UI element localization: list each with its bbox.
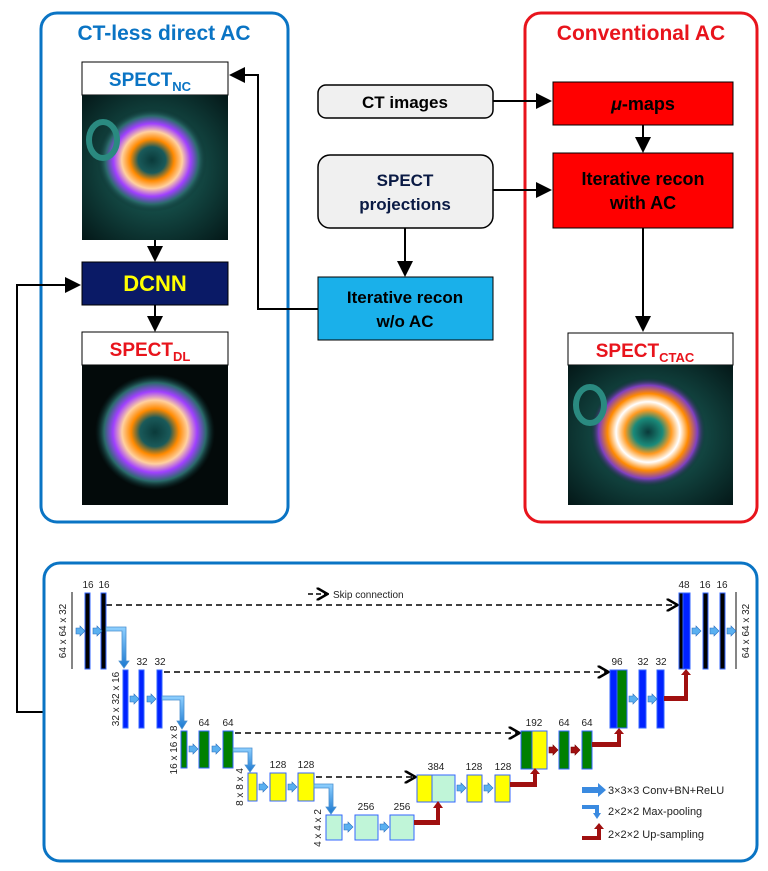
conv-arrow — [92, 625, 103, 637]
conv-arrow — [211, 743, 222, 755]
dim-level1: 64 x 64 x 32 — [58, 603, 69, 658]
ch-label: 256 — [358, 802, 375, 813]
conv-arrow — [548, 744, 559, 756]
ch-label: 16 — [98, 580, 110, 591]
ch-label: 64 — [581, 718, 593, 729]
legend-conv: 3×3×3 Conv+BN+ReLU — [608, 785, 724, 797]
maxpool-arrows — [105, 626, 337, 815]
ch-label: 384 — [428, 762, 445, 773]
ch-label: 64 — [558, 718, 570, 729]
skip-connection-legend: Skip connection — [333, 590, 404, 601]
spect-nc-image — [82, 95, 228, 240]
upsample-arrows — [414, 669, 691, 825]
conv-arrow — [726, 625, 737, 637]
middle-flow: CT images SPECT projections Iterative re… — [16, 67, 552, 713]
spect-proj-line2: projections — [359, 195, 451, 214]
recon-ac-line2: with AC — [609, 193, 676, 213]
conv-arrow — [287, 781, 298, 793]
ct-images-box: CT images — [362, 93, 448, 112]
dcnn-box: DCNN — [123, 271, 187, 296]
dim-level2: 32 x 32 x 16 — [111, 671, 122, 726]
ch-label: 16 — [82, 580, 94, 591]
conventional-panel: Conventional AC μ-maps Iterative recon w… — [523, 11, 759, 524]
conv-arrow — [129, 693, 140, 705]
conv-arrow — [647, 693, 658, 705]
ch-label: 64 — [222, 718, 234, 729]
left-panel-title: CT-less direct AC — [77, 22, 250, 45]
recon-noac-line2: w/o AC — [376, 312, 434, 331]
ch-label: 32 — [637, 657, 649, 668]
unet-panel: Skip connection 64 x 64 x 32 32 x 32 x 1… — [42, 561, 759, 863]
ch-label: 128 — [466, 762, 483, 773]
unet-legend: 3×3×3 Conv+BN+ReLU 2×2×2 Max-pooling 2×2… — [582, 783, 724, 841]
ch-label: 128 — [298, 760, 315, 771]
ch-label: 32 — [655, 657, 667, 668]
conv-arrow — [379, 821, 390, 833]
dim-output: 64 x 64 x 32 — [741, 603, 752, 658]
ch-label: 16 — [699, 580, 711, 591]
conv-arrow — [570, 744, 581, 756]
conv-legend-icon — [582, 783, 606, 797]
conv-arrows — [75, 625, 737, 833]
ch-label: 32 — [136, 657, 148, 668]
conv-arrow — [709, 625, 720, 637]
conv-arrow — [188, 743, 199, 755]
spect-dl-image — [82, 365, 228, 505]
ch-label: 32 — [154, 657, 166, 668]
conv-arrow — [75, 625, 86, 637]
recon-noac-line1: Iterative recon — [347, 288, 463, 307]
ch-label: 64 — [198, 718, 210, 729]
mu-maps-box: μ-maps — [610, 94, 675, 114]
ch-label: 256 — [394, 802, 411, 813]
spect-proj-line1: SPECT — [377, 171, 434, 190]
legend-upsample: 2×2×2 Up-sampling — [608, 829, 704, 841]
spect-dl-label: SPECTDL — [110, 340, 191, 364]
right-panel-title: Conventional AC — [557, 22, 725, 45]
dim-level5: 4 x 4 x 2 — [313, 809, 324, 847]
conv-arrow — [691, 625, 702, 637]
maxpool-legend-icon — [582, 805, 601, 819]
ch-label: 16 — [716, 580, 728, 591]
spect-nc-label: SPECTNC — [109, 70, 192, 94]
spect-ctac-label: SPECTCTAC — [596, 341, 695, 365]
ct-less-panel: CT-less direct AC SPECTNC DCNN SPECTDL — [39, 11, 290, 524]
conv-arrow — [456, 782, 467, 794]
recon-ac-line1: Iterative recon — [581, 169, 704, 189]
conv-arrow — [258, 781, 269, 793]
legend-maxpool: 2×2×2 Max-pooling — [608, 806, 702, 818]
dim-level4: 8 x 8 x 4 — [235, 768, 246, 806]
conv-arrow — [483, 782, 494, 794]
ch-label: 128 — [495, 762, 512, 773]
spect-ctac-image — [568, 365, 733, 505]
ch-label: 96 — [611, 657, 623, 668]
conv-arrow — [146, 693, 157, 705]
upsample-legend-icon — [582, 823, 604, 840]
ch-label: 192 — [526, 718, 543, 729]
ch-label: 48 — [678, 580, 690, 591]
dim-level3: 16 x 16 x 8 — [169, 725, 180, 774]
conv-arrow — [628, 693, 639, 705]
conv-arrow — [343, 821, 354, 833]
ch-label: 128 — [270, 760, 287, 771]
